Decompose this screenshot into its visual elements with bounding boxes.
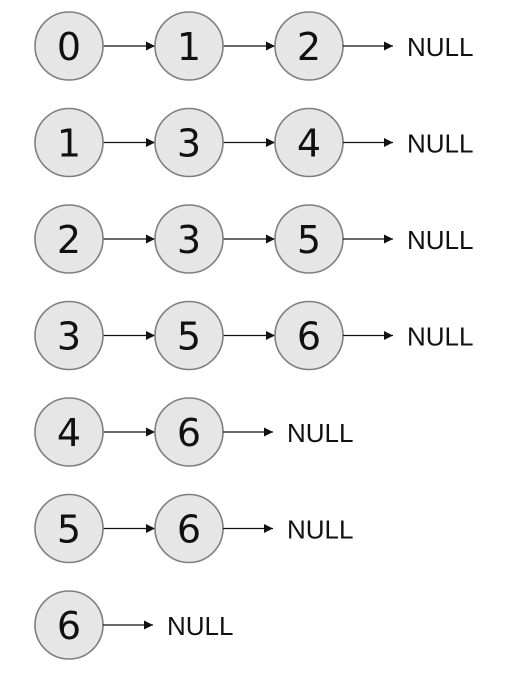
list-node: 3 bbox=[34, 300, 104, 371]
node-value: 3 bbox=[177, 218, 201, 262]
node-circle bbox=[34, 493, 104, 564]
list-node: 3 bbox=[154, 107, 224, 178]
node-value: 5 bbox=[57, 508, 81, 552]
node-value: 5 bbox=[297, 218, 321, 262]
list-node: 3 bbox=[154, 204, 224, 274]
node-value: 3 bbox=[57, 315, 81, 359]
node-circle bbox=[34, 107, 104, 178]
null-terminator-label: NULL bbox=[287, 418, 353, 448]
null-terminator-label: NULL bbox=[287, 515, 353, 545]
node-circle bbox=[154, 204, 224, 274]
list-row: 3 5 6 NULL bbox=[34, 300, 473, 371]
list-row: 4 6 NULL bbox=[34, 397, 353, 467]
node-circle bbox=[154, 107, 224, 178]
null-terminator-label: NULL bbox=[407, 129, 473, 159]
node-value: 6 bbox=[57, 604, 81, 648]
list-row: 2 3 5 NULL bbox=[34, 204, 473, 274]
node-value: 4 bbox=[57, 411, 81, 455]
list-node: 1 bbox=[34, 107, 104, 178]
list-row: 0 1 2 NULL bbox=[34, 11, 473, 81]
list-node: 6 bbox=[154, 493, 224, 564]
list-row: 1 3 4 NULL bbox=[34, 107, 473, 178]
list-node: 2 bbox=[274, 11, 344, 81]
list-node: 5 bbox=[274, 204, 344, 274]
list-node: 4 bbox=[274, 107, 344, 178]
list-node: 4 bbox=[34, 397, 104, 467]
node-circle bbox=[34, 11, 104, 81]
null-terminator-label: NULL bbox=[407, 225, 473, 255]
node-value: 5 bbox=[177, 315, 201, 359]
node-circle bbox=[34, 300, 104, 371]
list-node: 0 bbox=[34, 11, 104, 81]
list-node: 5 bbox=[154, 300, 224, 371]
node-value: 0 bbox=[57, 25, 81, 69]
null-terminator-label: NULL bbox=[407, 32, 473, 62]
node-circle bbox=[34, 397, 104, 467]
node-circle bbox=[34, 204, 104, 274]
node-circle bbox=[154, 11, 224, 81]
null-terminator-label: NULL bbox=[407, 322, 473, 352]
node-value: 6 bbox=[177, 508, 201, 552]
node-value: 2 bbox=[57, 218, 81, 262]
null-terminator-label: NULL bbox=[167, 611, 233, 641]
list-node: 1 bbox=[154, 11, 224, 81]
list-node: 6 bbox=[274, 300, 344, 371]
node-value: 1 bbox=[177, 25, 201, 69]
node-circle bbox=[154, 300, 224, 371]
node-value: 4 bbox=[297, 122, 321, 166]
list-node: 6 bbox=[154, 397, 224, 467]
list-row: 6 NULL bbox=[34, 590, 233, 660]
node-value: 6 bbox=[297, 315, 321, 359]
list-node: 2 bbox=[34, 204, 104, 274]
node-value: 6 bbox=[177, 411, 201, 455]
list-row: 5 6 NULL bbox=[34, 493, 353, 564]
list-node: 5 bbox=[34, 493, 104, 564]
list-node: 6 bbox=[34, 590, 104, 660]
node-value: 3 bbox=[177, 122, 201, 166]
node-value: 1 bbox=[57, 122, 81, 166]
node-value: 2 bbox=[297, 25, 321, 69]
